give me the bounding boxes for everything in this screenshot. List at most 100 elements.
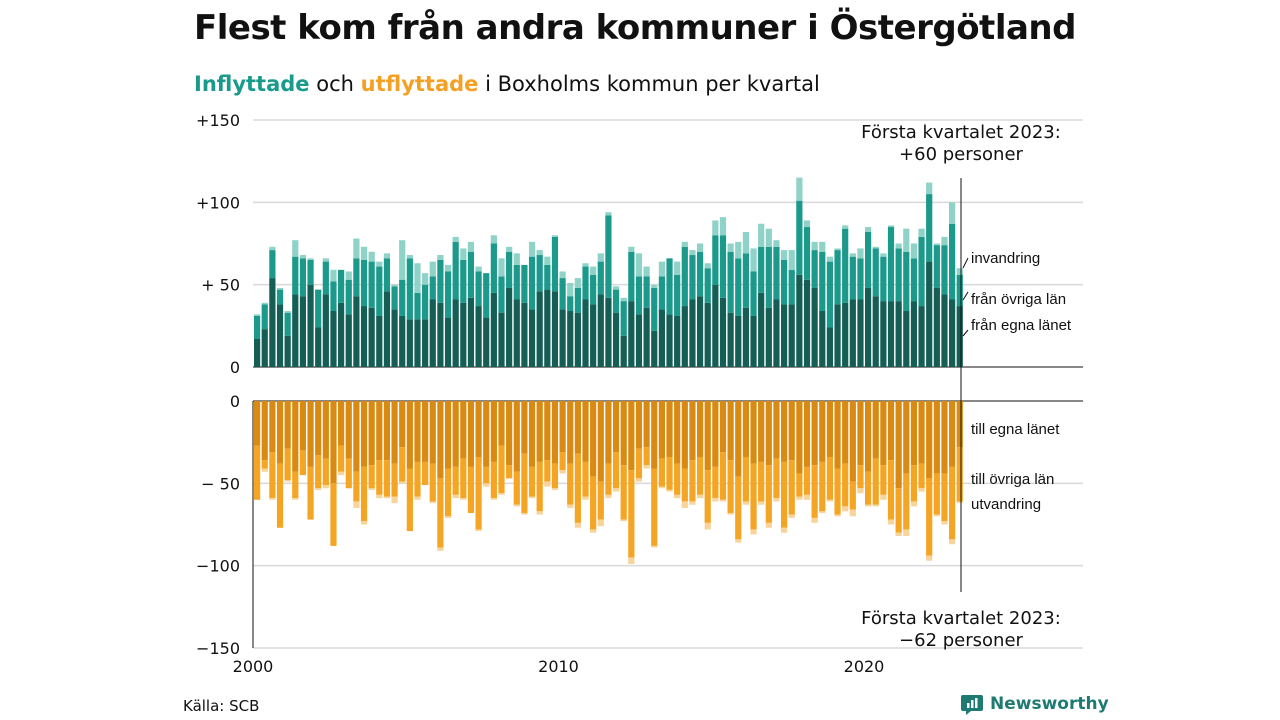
bar-in-egna [483, 317, 490, 367]
bar-out-utv [735, 539, 742, 543]
bar-in-egna [254, 339, 261, 367]
bar-in-ovriga [483, 273, 490, 318]
bar-out-out_egna [842, 401, 849, 464]
bar-in-ovriga [376, 266, 383, 316]
bar-out-utv [918, 488, 925, 492]
bar-in-egna [376, 315, 383, 367]
bar-out-utv [261, 468, 268, 472]
bar-in-ovriga [719, 235, 727, 298]
bar-out-utv [956, 501, 963, 504]
bar-out-out_egna [330, 401, 337, 484]
bar-in-egna [498, 312, 505, 367]
bar-out-out_ovriga [475, 456, 482, 530]
bar-out-out_ovriga [490, 461, 497, 499]
bar-out-utv [826, 499, 834, 502]
bar-in-ovriga [391, 286, 398, 310]
bar-in-ovriga [422, 284, 429, 320]
bar-in-egna [628, 301, 635, 367]
bar-in-inv [276, 287, 284, 290]
bar-out-out_egna [926, 401, 933, 479]
bar-in-ovriga [735, 258, 742, 316]
bar-out-out_egna [773, 401, 780, 459]
bar-in-egna [735, 315, 742, 367]
bar-in-inv [528, 241, 536, 257]
bar-in-inv [383, 253, 391, 259]
bar-in-ovriga [551, 236, 559, 292]
bar-in-egna [903, 311, 910, 367]
bar-in-inv [674, 261, 681, 275]
bar-out-out_ovriga [689, 460, 696, 502]
bar-out-out_egna [887, 401, 895, 461]
bar-in-egna [322, 294, 329, 367]
bar-out-out_egna [254, 401, 261, 446]
bar-in-ovriga [696, 251, 704, 297]
bar-in-egna [742, 307, 749, 367]
bar-in-inv [658, 261, 665, 277]
bar-out-out_egna [368, 401, 375, 466]
bar-in-egna [444, 317, 452, 367]
bar-out-out_egna [338, 401, 345, 446]
bar-in-ovriga [689, 255, 696, 300]
bar-in-egna [559, 309, 566, 367]
series-label-bottom: till egna länet [971, 421, 1060, 438]
bar-out-out_ovriga [521, 453, 528, 513]
bar-in-ovriga [544, 264, 551, 290]
bar-out-out_egna [307, 401, 314, 467]
bar-in-ovriga [276, 289, 284, 305]
bar-in-egna [582, 299, 589, 367]
bar-in-inv [582, 263, 589, 267]
bar-in-egna [750, 315, 757, 367]
bar-in-inv [758, 223, 765, 247]
bar-in-ovriga [605, 215, 612, 298]
top-annotation-line2: +60 personer [899, 144, 1023, 165]
bar-in-egna [590, 304, 597, 367]
bar-in-egna [360, 306, 368, 367]
bar-in-ovriga [360, 259, 368, 307]
bar-in-egna [353, 296, 360, 367]
bar-out-utv [475, 529, 482, 532]
bar-in-egna [941, 294, 948, 367]
bar-in-egna [567, 311, 574, 367]
bar-out-utv [803, 494, 811, 500]
bar-in-inv [414, 263, 421, 293]
bar-in-inv [727, 243, 734, 252]
bar-out-out_egna [620, 401, 627, 466]
bar-out-out_egna [429, 401, 436, 464]
bar-in-inv [437, 255, 444, 260]
bar-in-egna [681, 306, 688, 367]
bar-out-out_egna [544, 401, 551, 461]
bar-in-egna [719, 297, 727, 367]
bar-out-out_egna [865, 401, 872, 472]
bar-out-out_ovriga [857, 465, 864, 489]
bar-in-egna [811, 287, 818, 367]
bar-out-out_egna [712, 401, 719, 467]
bar-out-out_ovriga [811, 465, 818, 518]
bar-in-egna [574, 312, 581, 367]
bar-out-utv [551, 488, 559, 490]
bar-out-out_egna [315, 401, 322, 456]
bar-out-out_egna [490, 401, 497, 462]
bar-in-ovriga [872, 248, 879, 297]
bar-in-inv [452, 236, 459, 242]
bar-out-out_egna [551, 401, 559, 464]
bar-out-out_egna [696, 401, 704, 457]
bar-in-inv [735, 241, 742, 259]
bar-out-out_ovriga [345, 458, 352, 489]
bar-in-ovriga [620, 301, 627, 336]
bar-in-egna [307, 284, 314, 367]
bar-in-inv [880, 253, 887, 257]
bar-out-out_egna [780, 401, 788, 462]
bar-out-utv [666, 489, 673, 492]
bar-in-ovriga [895, 248, 902, 302]
bar-out-utv [926, 555, 933, 561]
subtitle-och: och [316, 72, 354, 96]
bar-out-out_ovriga [536, 461, 543, 512]
bar-in-inv [826, 256, 834, 262]
newsworthy-logo-icon [961, 695, 983, 715]
bar-in-ovriga [437, 259, 444, 303]
bar-in-ovriga [903, 251, 910, 312]
bar-out-out_ovriga [712, 466, 719, 499]
bar-in-ovriga [506, 251, 513, 288]
